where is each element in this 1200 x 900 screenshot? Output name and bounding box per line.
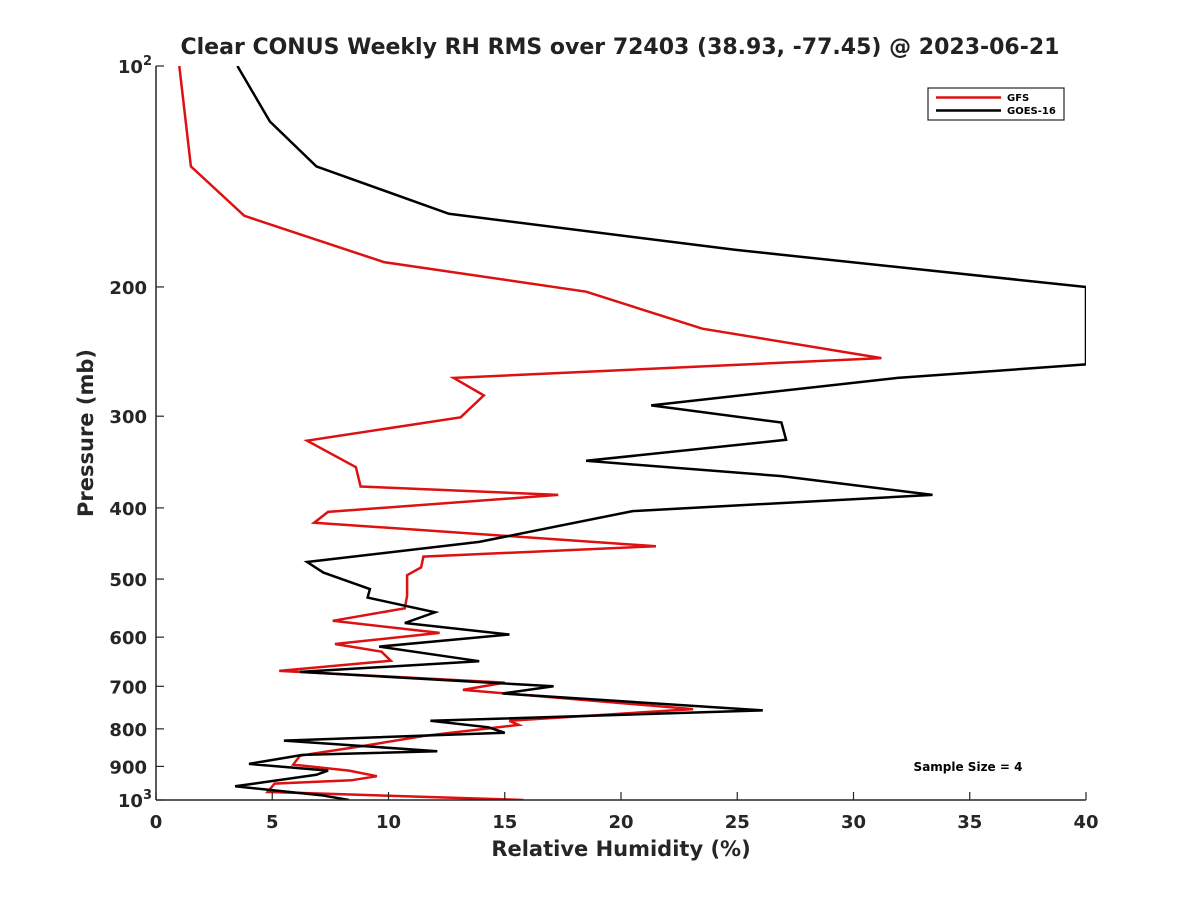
- x-tick-label: 20: [608, 812, 633, 833]
- x-tick-label: 40: [1073, 812, 1098, 833]
- y-tick-label: 800: [109, 720, 147, 741]
- x-tick-label: 25: [725, 812, 750, 833]
- y-tick-label: 300: [109, 407, 147, 428]
- x-tick-label: 0: [150, 812, 163, 833]
- x-tick-label: 15: [492, 812, 517, 833]
- y-tick-label: 103: [118, 788, 152, 812]
- legend: GFS GOES-16: [927, 87, 1065, 121]
- y-tick-label: 900: [109, 757, 147, 778]
- y-tick-label: 400: [109, 499, 147, 520]
- y-ticks: 102 200 300 400 500 600 700 800 900 103: [109, 54, 164, 812]
- legend-box: [927, 87, 1065, 121]
- x-axis-label: Relative Humidity (%): [491, 837, 750, 861]
- x-tick-label: 10: [376, 812, 401, 833]
- y-tick-label: 600: [109, 628, 147, 649]
- x-tick-label: 5: [266, 812, 279, 833]
- x-ticks: 0 5 10 15 20 25 30 35 40: [150, 792, 1099, 833]
- legend-label-gfs: GFS: [1007, 93, 1029, 104]
- legend-label-goes-16: GOES-16: [1007, 106, 1056, 117]
- plot-area: 0 5 10 15 20 25 30 35 40 102 200 300 400 500 600 700 80…: [109, 54, 1098, 833]
- plot-frame: [156, 66, 1086, 800]
- chart-title: Clear CONUS Weekly RH RMS over 72403 (38…: [181, 35, 1060, 60]
- x-tick-label: 35: [957, 812, 982, 833]
- y-tick-label: 500: [109, 570, 147, 591]
- y-axis-label: Pressure (mb): [74, 349, 98, 517]
- series-layer: [178, 66, 1086, 800]
- y-tick-label: 700: [109, 677, 147, 698]
- series-line-goes-16: [234, 66, 1086, 800]
- x-tick-label: 30: [841, 812, 866, 833]
- y-tick-label: 200: [109, 278, 147, 299]
- y-tick-label: 102: [118, 54, 152, 78]
- sample-size-annotation: Sample Size = 4: [914, 760, 1023, 774]
